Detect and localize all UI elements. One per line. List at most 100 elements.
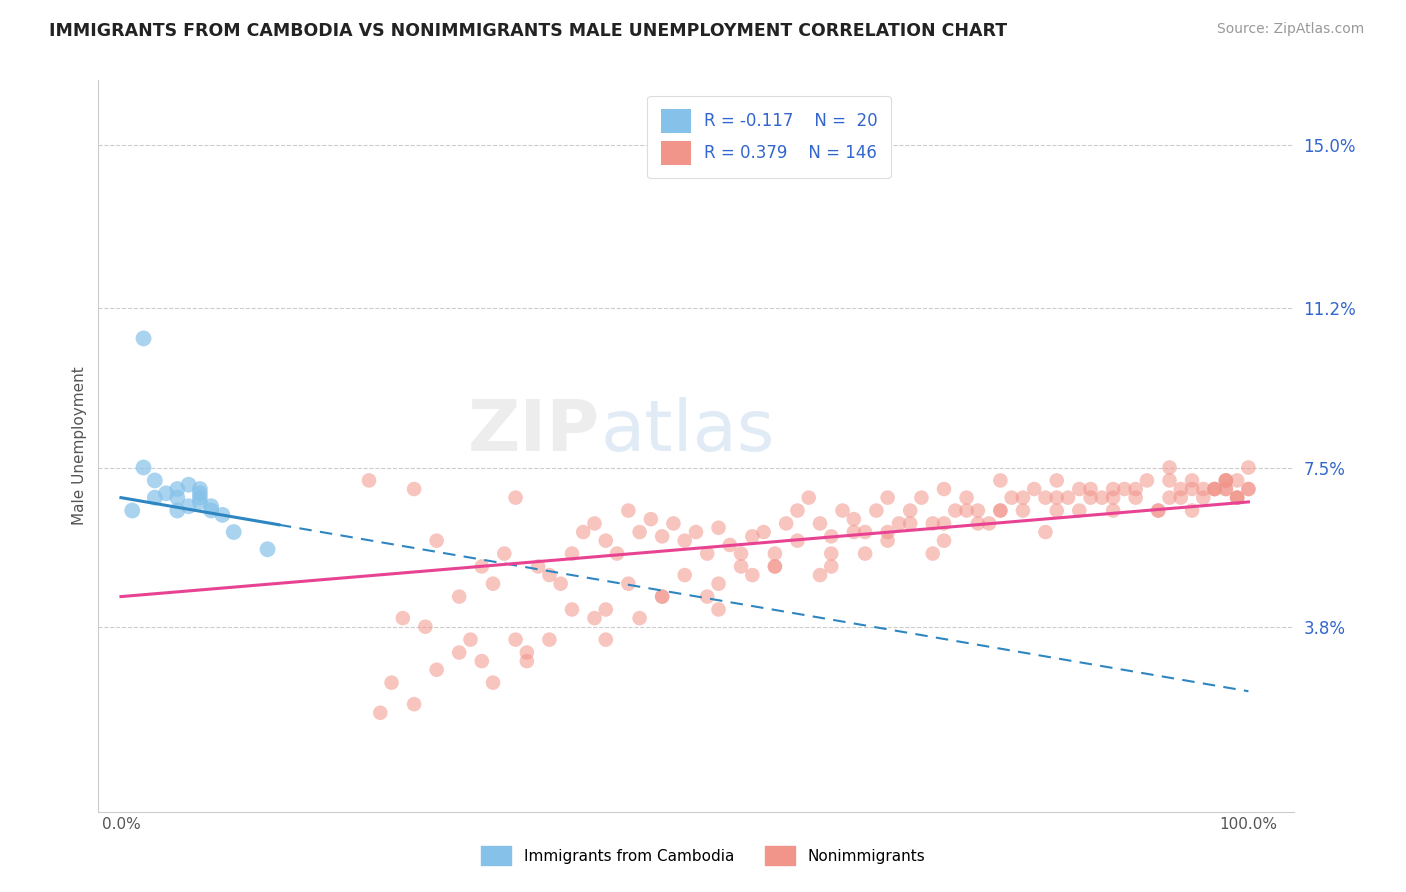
- Point: [449, 646, 471, 660]
- Point: [876, 533, 898, 548]
- Point: [166, 482, 188, 496]
- Point: [1159, 491, 1181, 505]
- Point: [943, 503, 966, 517]
- Point: [955, 491, 977, 505]
- Point: [426, 663, 449, 677]
- Point: [853, 524, 876, 539]
- Point: [831, 503, 853, 517]
- Point: [132, 460, 155, 475]
- Point: [990, 503, 1012, 517]
- Point: [696, 590, 718, 604]
- Point: [955, 503, 977, 517]
- Point: [583, 516, 606, 531]
- Point: [820, 559, 842, 574]
- Point: [595, 632, 617, 647]
- Point: [808, 568, 831, 582]
- Point: [188, 486, 211, 500]
- Point: [1057, 491, 1080, 505]
- Point: [1125, 482, 1147, 496]
- Point: [538, 632, 561, 647]
- Point: [1080, 482, 1102, 496]
- Point: [1147, 503, 1170, 517]
- Point: [763, 559, 786, 574]
- Point: [1237, 482, 1260, 496]
- Point: [966, 516, 988, 531]
- Point: [606, 547, 628, 561]
- Point: [628, 524, 651, 539]
- Point: [628, 611, 651, 625]
- Point: [595, 533, 617, 548]
- Point: [188, 482, 211, 496]
- Point: [842, 512, 865, 526]
- Point: [505, 632, 527, 647]
- Point: [471, 654, 494, 668]
- Point: [640, 512, 662, 526]
- Point: [1226, 491, 1249, 505]
- Point: [1215, 482, 1237, 496]
- Point: [898, 503, 921, 517]
- Point: [673, 568, 696, 582]
- Point: [1215, 474, 1237, 488]
- Point: [392, 611, 415, 625]
- Point: [741, 529, 763, 543]
- Point: [786, 533, 808, 548]
- Point: [1102, 482, 1125, 496]
- Point: [865, 503, 887, 517]
- Point: [1237, 482, 1260, 496]
- Point: [1237, 460, 1260, 475]
- Point: [1069, 482, 1091, 496]
- Point: [730, 547, 752, 561]
- Point: [707, 576, 730, 591]
- Point: [820, 547, 842, 561]
- Point: [797, 491, 820, 505]
- Point: [538, 568, 561, 582]
- Point: [1159, 474, 1181, 488]
- Point: [685, 524, 707, 539]
- Point: [1024, 482, 1046, 496]
- Point: [673, 533, 696, 548]
- Point: [876, 524, 898, 539]
- Point: [1035, 524, 1057, 539]
- Point: [1192, 491, 1215, 505]
- Point: [1136, 474, 1159, 488]
- Point: [990, 503, 1012, 517]
- Point: [651, 590, 673, 604]
- Point: [921, 547, 943, 561]
- Point: [1204, 482, 1226, 496]
- Point: [966, 503, 988, 517]
- Point: [1147, 503, 1170, 517]
- Point: [1215, 482, 1237, 496]
- Point: [404, 482, 426, 496]
- Point: [357, 474, 380, 488]
- Point: [404, 697, 426, 711]
- Point: [1001, 491, 1024, 505]
- Point: [1035, 491, 1057, 505]
- Text: ZIP: ZIP: [468, 397, 600, 466]
- Point: [572, 524, 595, 539]
- Point: [1080, 491, 1102, 505]
- Legend: R = -0.117    N =  20, R = 0.379    N = 146: R = -0.117 N = 20, R = 0.379 N = 146: [647, 96, 891, 178]
- Point: [595, 602, 617, 616]
- Point: [898, 516, 921, 531]
- Text: atlas: atlas: [600, 397, 775, 466]
- Point: [426, 533, 449, 548]
- Point: [1226, 491, 1249, 505]
- Point: [932, 533, 955, 548]
- Point: [1102, 503, 1125, 517]
- Point: [1226, 491, 1249, 505]
- Point: [143, 474, 166, 488]
- Point: [516, 654, 538, 668]
- Point: [651, 590, 673, 604]
- Point: [166, 491, 188, 505]
- Point: [1046, 474, 1069, 488]
- Point: [1114, 482, 1136, 496]
- Point: [550, 576, 572, 591]
- Point: [1091, 491, 1114, 505]
- Point: [1069, 503, 1091, 517]
- Point: [1215, 474, 1237, 488]
- Point: [932, 516, 955, 531]
- Point: [561, 547, 583, 561]
- Point: [177, 477, 200, 491]
- Point: [741, 568, 763, 582]
- Point: [1012, 503, 1035, 517]
